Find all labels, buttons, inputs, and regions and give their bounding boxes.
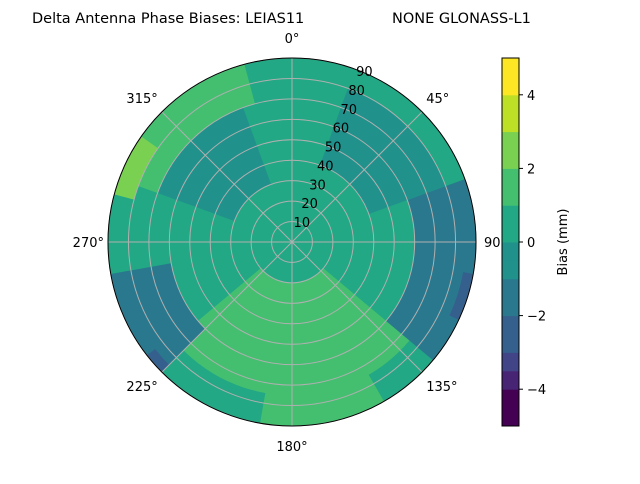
colorbar-band-16	[502, 113, 519, 133]
colorbar-tick-label-2: 0	[527, 236, 535, 251]
radial-tick-label-80: 80	[348, 84, 365, 99]
angle-tick-label-45: 45°	[426, 92, 449, 107]
colorbar-band-10	[502, 223, 519, 243]
colorbar-band-3	[502, 352, 519, 372]
colorbar-band-12	[502, 186, 519, 206]
angle-tick-label-135: 135°	[426, 380, 457, 395]
chart-title-right: NONE GLONASS-L1	[392, 11, 531, 27]
colorbar-band-5	[502, 315, 519, 335]
colorbar: −4 −2 0 2 4 Bias (mm)	[501, 57, 571, 427]
colorbar-band-0	[502, 407, 519, 427]
colorbar-tick-label-3: 2	[527, 162, 535, 177]
angular-gridline-135	[291, 241, 423, 373]
colorbar-band-1	[502, 389, 519, 409]
angle-tick-label-90: 90	[484, 236, 501, 251]
radial-tick-label-70: 70	[340, 103, 357, 118]
angular-gridline-315	[161, 111, 293, 243]
colorbar-band-6	[502, 297, 519, 317]
contour-region-7	[110, 263, 206, 373]
angular-gridline-225	[161, 241, 293, 373]
colorbar-band-15	[502, 131, 519, 151]
colorbar-band-17	[502, 94, 519, 114]
contour-region-2	[114, 136, 159, 200]
radial-tick-label-60: 60	[333, 122, 350, 137]
radial-tick-label-10: 10	[294, 216, 311, 231]
polar-grid	[107, 57, 477, 427]
colorbar-tick-label-1: −2	[527, 310, 546, 325]
colorbar-band-19	[502, 58, 519, 77]
chart-title: Delta Antenna Phase Biases: LEIAS11 NONE …	[32, 11, 531, 27]
colorbar-band-13	[502, 168, 519, 188]
contour-region-1	[119, 64, 255, 194]
angle-tick-label-315: 315°	[126, 92, 157, 107]
colorbar-label: Bias (mm)	[556, 209, 571, 276]
radial-tick-label-90: 90	[356, 65, 373, 80]
colorbar-tick-label-4: 4	[527, 89, 535, 104]
angle-tick-label-270: 270°	[73, 236, 104, 251]
angle-tick-label-0: 0°	[285, 32, 300, 47]
chart-title-left: Delta Antenna Phase Biases: LEIAS11	[32, 11, 304, 27]
radial-tick-label-40: 40	[317, 159, 334, 174]
colorbar-band-7	[502, 278, 519, 298]
colorbar-band-2	[502, 370, 519, 390]
colorbar-band-11	[502, 205, 519, 225]
colorbar-band-9	[502, 242, 519, 261]
contour-region-8	[147, 348, 170, 373]
colorbar-band-14	[502, 150, 519, 169]
polar-plot-area: 10 20 30 40 50 60 70 80 90 0° 45° 90 135° 180° 225° 270…	[73, 32, 501, 455]
angle-tick-label-225: 225°	[126, 380, 157, 395]
radial-tick-label-30: 30	[309, 178, 326, 193]
polar-spine	[107, 57, 477, 427]
colorbar-band-18	[502, 76, 519, 96]
colorbar-band-8	[502, 260, 519, 280]
contour-region-6	[449, 272, 474, 320]
colorbar-band-4	[502, 334, 519, 353]
colorbar-tick-label-0: −4	[527, 383, 546, 398]
angle-tick-label-180: 180°	[276, 440, 307, 455]
angular-gridline-45	[291, 111, 423, 243]
radial-tick-label-20: 20	[301, 197, 318, 212]
contour-region-4	[260, 339, 384, 426]
radial-tick-label-50: 50	[325, 141, 342, 156]
